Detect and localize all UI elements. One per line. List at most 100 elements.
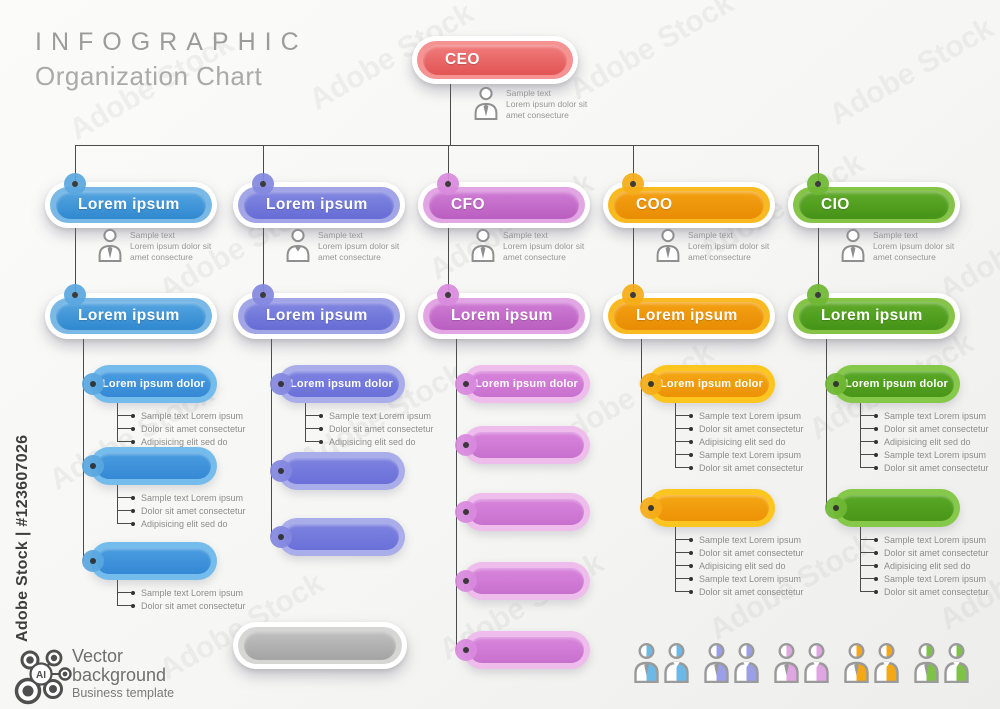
footer-line1: Vector — [72, 646, 124, 666]
person-tie-icon — [840, 228, 866, 267]
bullet-stem-line — [860, 396, 861, 467]
org-pill-level3 — [90, 447, 217, 485]
gear-cluster-logo-icon: AI — [8, 638, 74, 709]
bullet-text: Dolor sit amet consectetur — [699, 462, 804, 473]
person-tie-icon — [473, 86, 499, 125]
person-tie-icon — [97, 228, 123, 267]
bullet-stub — [860, 467, 874, 468]
bullet-text: Adipisicing elit sed do — [141, 436, 228, 447]
bullet-dot-icon — [319, 413, 323, 418]
bullet-dot-icon — [874, 439, 878, 444]
bullet-item: Dolor sit amet consectetur — [117, 599, 246, 612]
bullet-stem-line — [305, 396, 306, 441]
bullet-dot-icon — [689, 550, 693, 555]
footer-line3: Business template — [72, 686, 175, 700]
note-line: Sample text — [873, 230, 918, 240]
bullet-item: Adipisicing elit sed do — [117, 435, 246, 448]
bullet-text: Sample text Lorem ipsum — [329, 410, 432, 421]
bullet-item: Dolor sit amet consectetur — [117, 422, 246, 435]
connector-node-icon — [82, 550, 104, 572]
connector-node-icon — [807, 284, 829, 306]
bullet-text: Adipisicing elit sed do — [329, 436, 416, 447]
bullet-stem-line — [675, 396, 676, 467]
bullet-item: Dolor sit amet consectetur — [117, 504, 246, 517]
bullet-item: Dolor sit amet consectetur — [675, 422, 804, 435]
bullet-item: Adipisicing elit sed do — [305, 435, 434, 448]
bullet-dot-icon — [319, 426, 323, 431]
bullet-item: Sample text Lorem ipsum — [305, 409, 434, 422]
bullet-item: Sample text Lorem ipsum — [117, 586, 246, 599]
org-pill-level3 — [463, 562, 590, 600]
bullet-stub — [675, 428, 689, 429]
org-pill-level3-label — [96, 548, 211, 574]
bullet-dot-icon — [131, 521, 135, 526]
bullet-text: Dolor sit amet consectetur — [329, 423, 434, 434]
bullet-dot-icon — [874, 452, 878, 457]
bullet-item: Dolor sit amet consectetur — [860, 422, 989, 435]
bullet-text: Sample text Lorem ipsum — [141, 410, 244, 421]
page-title: INFOGRAPHIC — [35, 28, 308, 56]
bullet-stem-line — [117, 573, 118, 605]
bullet-dot-icon — [131, 439, 135, 444]
note-line: Sample text — [130, 230, 175, 240]
bullet-list: Sample text Lorem ipsum Dolor sit amet co… — [860, 533, 989, 598]
bullet-list: Sample text Lorem ipsum Dolor sit amet co… — [117, 586, 246, 612]
bullet-stub — [117, 523, 131, 524]
connector-node-icon — [252, 173, 274, 195]
note-line: amet consecture — [873, 252, 936, 262]
profile-note: Sample text Lorem ipsum dolor sit amet con… — [97, 228, 211, 267]
person-blue-icon — [663, 642, 690, 688]
bullet-item: Adipisicing elit sed do — [675, 559, 804, 572]
bullet-list: Sample text Lorem ipsum Dolor sit amet co… — [675, 409, 804, 474]
org-pill-level3: Lorem ipsum dolor — [648, 365, 775, 403]
bullet-dot-icon — [131, 495, 135, 500]
bullet-dot-icon — [689, 465, 693, 470]
bullet-stub — [860, 441, 874, 442]
org-pill-level3-label — [96, 453, 211, 479]
bullet-text: Dolor sit amet consectetur — [699, 547, 804, 558]
bullet-text: Dolor sit amet consectetur — [884, 462, 989, 473]
page-subtitle: Organization Chart — [35, 61, 263, 91]
bullet-text: Adipisicing elit sed do — [884, 436, 971, 447]
person-pink-tie-icon — [773, 642, 800, 688]
bullet-stub — [117, 441, 131, 442]
connector-node-icon — [270, 460, 292, 482]
bullet-dot-icon — [874, 426, 878, 431]
bullet-dot-icon — [689, 537, 693, 542]
connector-node-icon — [82, 373, 104, 395]
bullet-item: Dolor sit amet consectetur — [860, 546, 989, 559]
note-line: Sample text — [503, 230, 548, 240]
bullet-dot-icon — [131, 603, 135, 608]
bullet-item: Adipisicing elit sed do — [860, 435, 989, 448]
bullet-stub — [860, 591, 874, 592]
connector-node-icon — [455, 570, 477, 592]
bullet-stub — [117, 592, 131, 593]
connector-node-icon — [622, 173, 644, 195]
org-pill-level3 — [278, 452, 405, 490]
connector-node-icon — [455, 434, 477, 456]
bullet-item: Sample text Lorem ipsum — [860, 409, 989, 422]
bullet-stub — [675, 415, 689, 416]
bullet-text: Dolor sit amet consectetur — [884, 586, 989, 597]
bullet-item: Dolor sit amet consectetur — [675, 585, 804, 598]
bullet-stub — [675, 467, 689, 468]
person-purple-tie-icon — [703, 642, 730, 688]
note-line: amet consecture — [318, 252, 381, 262]
org-pill-level1-label: Lorem ipsum — [56, 191, 206, 219]
bullet-text: Dolor sit amet consectetur — [699, 423, 804, 434]
bullet-text: Sample text Lorem ipsum — [884, 534, 987, 545]
connector-node-icon — [437, 173, 459, 195]
logo-ai-label: AI — [36, 670, 46, 681]
bullet-item: Dolor sit amet consectetur — [860, 585, 989, 598]
bullet-text: Sample text Lorem ipsum — [884, 449, 987, 460]
bullet-item: Sample text Lorem ipsum — [860, 572, 989, 585]
org-pill-level3: Lorem ipsum dolor — [463, 365, 590, 403]
bullet-list: Sample text Lorem ipsum Dolor sit amet co… — [117, 491, 246, 530]
note-line: Lorem ipsum dolor sit — [503, 241, 585, 251]
org-pill-level3-label — [469, 637, 584, 663]
org-pill-empty-label — [244, 631, 396, 660]
person-vneck-icon — [285, 228, 311, 267]
connector-node-icon — [640, 373, 662, 395]
note-line: Sample text — [318, 230, 363, 240]
bullet-stub — [675, 441, 689, 442]
